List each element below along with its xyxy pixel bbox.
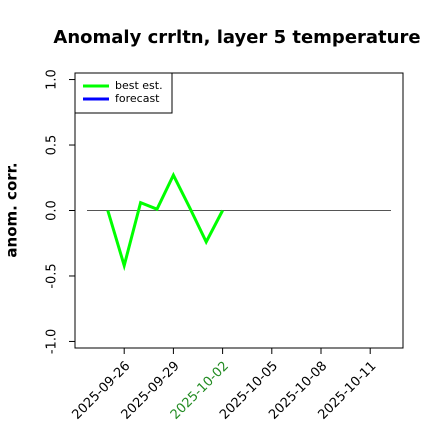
chart-title: Anomaly crrltn, layer 5 temperature (53, 27, 420, 48)
y-axis-label: anom. corr. (3, 162, 21, 257)
series-line (106, 171, 224, 272)
y-tick-label: 0.0 (45, 200, 60, 221)
y-tick-label: 0.5 (45, 135, 60, 156)
legend-label: forecast (115, 92, 160, 105)
legend-label: best est. (115, 79, 163, 92)
y-tick-label: -1.0 (45, 329, 60, 354)
y-tick-label: -0.5 (45, 263, 60, 288)
legend-box (74, 72, 173, 114)
y-tick-label: 1.0 (45, 69, 60, 90)
